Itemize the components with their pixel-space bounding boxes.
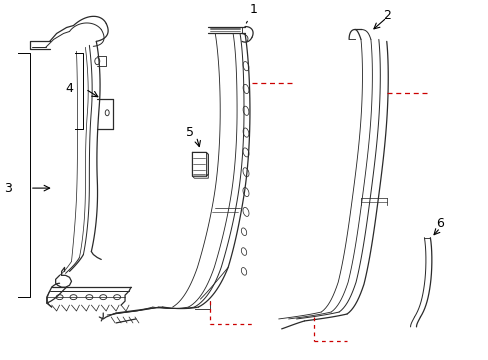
Text: 6: 6 (435, 217, 443, 230)
Text: 2: 2 (382, 9, 390, 22)
Text: 5: 5 (186, 126, 194, 139)
Text: 1: 1 (246, 3, 257, 23)
Text: 3: 3 (4, 181, 12, 195)
Text: 4: 4 (65, 82, 73, 95)
